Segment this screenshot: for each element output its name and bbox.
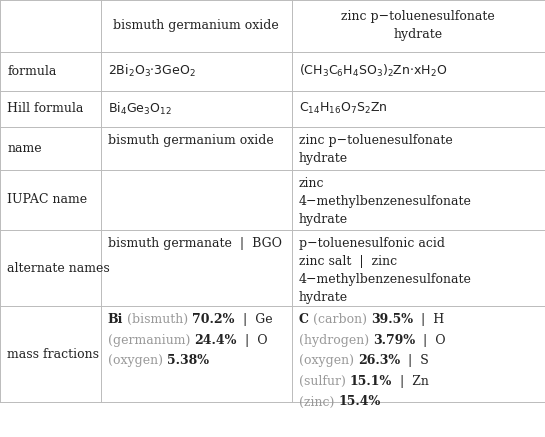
Text: 15.1%: 15.1% [349, 375, 392, 388]
Text: zinc
4−methylbenzenesulfonate
hydrate: zinc 4−methylbenzenesulfonate hydrate [299, 177, 471, 225]
Text: (carbon): (carbon) [308, 313, 371, 326]
Text: alternate names: alternate names [7, 262, 110, 274]
Text: (oxygen): (oxygen) [108, 354, 167, 368]
Text: $\mathregular{(CH_3C_6H_4SO_3)_2Zn{\cdot}xH_2O}$: $\mathregular{(CH_3C_6H_4SO_3)_2Zn{\cdot… [299, 63, 447, 79]
Text: bismuth germanium oxide: bismuth germanium oxide [108, 134, 274, 147]
Text: p−toluenesulfonic acid
zinc salt  |  zinc
4−methylbenzenesulfonate
hydrate: p−toluenesulfonic acid zinc salt | zinc … [299, 237, 471, 304]
Text: $\mathregular{C_{14}H_{16}O_7S_2Zn}$: $\mathregular{C_{14}H_{16}O_7S_2Zn}$ [299, 101, 387, 116]
Text: (bismuth): (bismuth) [123, 313, 192, 326]
Text: 39.5%: 39.5% [371, 313, 413, 326]
Text: (zinc): (zinc) [299, 395, 338, 409]
Text: 24.4%: 24.4% [194, 334, 237, 347]
Text: (oxygen): (oxygen) [299, 354, 358, 368]
Text: IUPAC name: IUPAC name [7, 193, 87, 206]
Text: 5.38%: 5.38% [167, 354, 209, 368]
Text: $\mathregular{Bi_4Ge_3O_{12}}$: $\mathregular{Bi_4Ge_3O_{12}}$ [108, 101, 172, 117]
Text: |  O: | O [415, 334, 445, 347]
Text: |  S: | S [400, 354, 428, 368]
Text: Bi: Bi [108, 313, 123, 326]
Text: 15.4%: 15.4% [338, 395, 380, 409]
Text: zinc p−toluenesulfonate
hydrate: zinc p−toluenesulfonate hydrate [341, 10, 495, 41]
Text: name: name [7, 142, 42, 155]
Text: (sulfur): (sulfur) [299, 375, 349, 388]
Text: |  H: | H [413, 313, 444, 326]
Text: |  Zn: | Zn [392, 375, 429, 388]
Text: 26.3%: 26.3% [358, 354, 400, 368]
Text: |  O: | O [237, 334, 267, 347]
Text: 3.79%: 3.79% [373, 334, 415, 347]
Text: (hydrogen): (hydrogen) [299, 334, 373, 347]
Text: (germanium): (germanium) [108, 334, 194, 347]
Text: $\mathregular{2Bi_2O_3{\cdot}3GeO_2}$: $\mathregular{2Bi_2O_3{\cdot}3GeO_2}$ [108, 63, 196, 79]
Text: |  Ge: | Ge [235, 313, 272, 326]
Text: mass fractions: mass fractions [7, 348, 99, 361]
Text: zinc p−toluenesulfonate
hydrate: zinc p−toluenesulfonate hydrate [299, 134, 452, 165]
Text: 70.2%: 70.2% [192, 313, 235, 326]
Text: formula: formula [7, 65, 57, 78]
Text: Hill formula: Hill formula [7, 102, 83, 115]
Text: bismuth germanium oxide: bismuth germanium oxide [113, 19, 279, 32]
Text: C: C [299, 313, 308, 326]
Text: bismuth germanate  |  BGO: bismuth germanate | BGO [108, 237, 282, 250]
